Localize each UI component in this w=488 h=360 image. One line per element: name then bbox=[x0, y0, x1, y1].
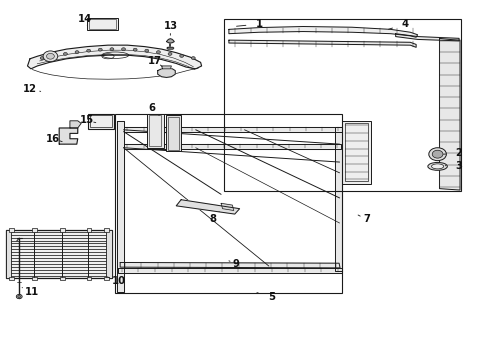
Bar bbox=[89, 19, 116, 29]
Bar bbox=[60, 228, 65, 231]
Text: 15: 15 bbox=[80, 116, 96, 126]
Text: 9: 9 bbox=[228, 259, 239, 269]
Text: 12: 12 bbox=[23, 84, 41, 94]
Polygon shape bbox=[439, 39, 459, 190]
Ellipse shape bbox=[427, 162, 447, 170]
Circle shape bbox=[98, 48, 102, 51]
Circle shape bbox=[16, 294, 22, 299]
Bar bbox=[341, 121, 370, 184]
Circle shape bbox=[191, 57, 195, 59]
Polygon shape bbox=[158, 68, 175, 77]
Circle shape bbox=[122, 48, 125, 51]
Circle shape bbox=[86, 49, 90, 52]
Bar bbox=[168, 117, 179, 149]
Text: 13: 13 bbox=[163, 21, 177, 35]
Bar bbox=[166, 116, 181, 151]
Circle shape bbox=[144, 49, 148, 52]
Bar bbox=[9, 228, 14, 231]
Circle shape bbox=[52, 54, 56, 57]
Text: 6: 6 bbox=[148, 103, 159, 116]
Circle shape bbox=[180, 54, 183, 57]
Text: 8: 8 bbox=[209, 212, 219, 224]
Polygon shape bbox=[228, 27, 417, 37]
Circle shape bbox=[428, 148, 446, 161]
Bar bbox=[9, 277, 14, 280]
Circle shape bbox=[75, 51, 79, 54]
Polygon shape bbox=[395, 34, 458, 41]
Ellipse shape bbox=[430, 164, 443, 169]
Bar bbox=[86, 228, 91, 231]
Text: 2: 2 bbox=[443, 148, 462, 158]
Polygon shape bbox=[176, 200, 239, 214]
Bar bbox=[115, 114, 341, 293]
Text: 16: 16 bbox=[46, 134, 62, 144]
Circle shape bbox=[63, 53, 67, 55]
Text: 14: 14 bbox=[78, 14, 92, 26]
Polygon shape bbox=[161, 66, 171, 69]
Polygon shape bbox=[27, 45, 201, 69]
Polygon shape bbox=[123, 127, 341, 132]
Polygon shape bbox=[123, 144, 340, 149]
Polygon shape bbox=[70, 121, 81, 128]
Text: 5: 5 bbox=[256, 292, 274, 302]
Circle shape bbox=[156, 51, 160, 54]
Circle shape bbox=[18, 296, 20, 298]
Text: 3: 3 bbox=[445, 161, 462, 171]
Polygon shape bbox=[228, 40, 415, 47]
Text: 17: 17 bbox=[147, 56, 162, 67]
Circle shape bbox=[43, 51, 58, 62]
Bar bbox=[104, 277, 109, 280]
Bar bbox=[86, 277, 91, 280]
Bar bbox=[149, 116, 161, 146]
Text: 4: 4 bbox=[388, 19, 408, 29]
Polygon shape bbox=[118, 267, 341, 273]
Bar bbox=[224, 19, 460, 191]
Polygon shape bbox=[166, 47, 173, 49]
Polygon shape bbox=[59, 128, 78, 144]
Bar bbox=[88, 114, 114, 129]
Circle shape bbox=[40, 57, 44, 59]
Bar bbox=[32, 228, 37, 231]
Circle shape bbox=[133, 48, 137, 51]
Bar bbox=[106, 230, 112, 278]
Text: 1: 1 bbox=[236, 19, 262, 29]
Circle shape bbox=[110, 48, 114, 51]
Polygon shape bbox=[117, 121, 123, 292]
Bar bbox=[5, 230, 112, 278]
Bar bbox=[90, 115, 112, 127]
Text: 11: 11 bbox=[22, 287, 40, 297]
Polygon shape bbox=[120, 262, 339, 268]
Polygon shape bbox=[166, 39, 174, 43]
Bar bbox=[87, 18, 118, 30]
Bar bbox=[32, 277, 37, 280]
Bar bbox=[104, 228, 109, 231]
Circle shape bbox=[168, 53, 172, 55]
Circle shape bbox=[46, 53, 54, 59]
Bar bbox=[344, 123, 367, 181]
Polygon shape bbox=[334, 127, 341, 271]
Bar bbox=[5, 230, 11, 278]
Bar bbox=[60, 277, 65, 280]
Circle shape bbox=[431, 150, 442, 158]
Text: 10: 10 bbox=[107, 276, 126, 286]
Bar bbox=[147, 114, 163, 148]
Text: 7: 7 bbox=[357, 215, 369, 224]
Polygon shape bbox=[221, 203, 233, 211]
